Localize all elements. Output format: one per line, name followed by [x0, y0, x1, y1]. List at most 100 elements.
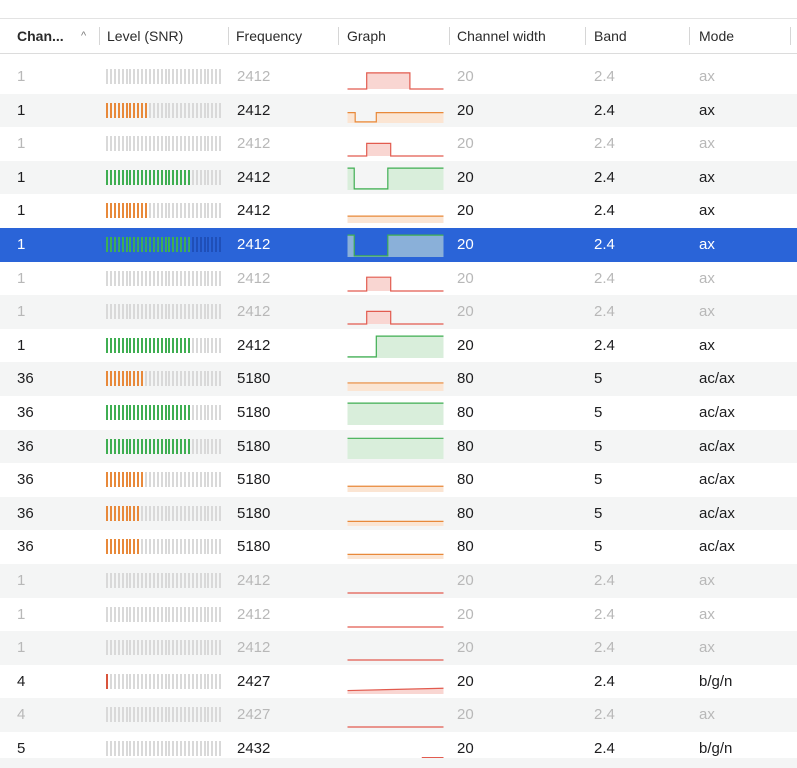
snr-bar-segment — [207, 673, 210, 689]
snr-bar-segment — [129, 405, 132, 420]
channel-cell: 1 — [17, 168, 26, 186]
snr-bar-segment — [117, 606, 120, 622]
column-header-mode[interactable]: Mode — [699, 28, 735, 44]
frequency-cell: 2412 — [237, 605, 271, 623]
column-header-band[interactable]: Band — [594, 28, 627, 44]
column-header-frequency[interactable]: Frequency — [236, 28, 303, 44]
snr-bar-segment — [207, 270, 210, 286]
signal-graph — [347, 530, 444, 564]
table-row[interactable]: 36 5180 80 5 ac/ax — [0, 396, 797, 430]
table-row[interactable]: 36 5180 80 5 ac/ax — [0, 429, 797, 464]
table-row[interactable]: 1 2412 20 2.4 ax — [0, 598, 797, 632]
column-separator[interactable] — [585, 27, 586, 45]
snr-bar-segment — [219, 337, 222, 353]
table-row[interactable]: 36 5180 80 5 ac/ax — [0, 496, 797, 531]
snr-bar-segment — [187, 304, 190, 320]
table-row[interactable]: 1 2412 20 2.4 ax — [0, 295, 797, 329]
snr-bar-segment — [133, 438, 136, 454]
frequency-cell: 5180 — [237, 471, 271, 489]
snr-bar-segment — [148, 741, 151, 756]
snr-bar-segment — [129, 136, 132, 152]
snr-bar-segment — [172, 102, 175, 118]
snr-bar-segment — [215, 438, 218, 454]
snr-bar-segment — [211, 69, 214, 84]
snr-bar-segment — [172, 438, 175, 454]
table-row[interactable]: 1 2412 20 2.4 ax — [0, 127, 797, 161]
snr-bar-segment — [160, 573, 163, 588]
snr-bar-segment — [133, 169, 136, 185]
signal-graph-line — [347, 310, 444, 325]
table-row[interactable]: 1 2412 20 2.4 ax — [0, 262, 797, 296]
column-header-graph[interactable]: Graph — [347, 28, 386, 44]
snr-bar-segment — [184, 237, 186, 252]
column-header-channel-width[interactable]: Channel width — [457, 28, 546, 44]
snr-bar-segment — [180, 539, 183, 555]
table-row[interactable]: 36 5180 80 5 ac/ax — [0, 530, 797, 564]
snr-bar-segment — [215, 304, 218, 320]
level-meter — [106, 598, 224, 632]
column-separator[interactable] — [449, 27, 450, 45]
snr-bar-segment — [211, 673, 214, 689]
snr-bar-segment — [145, 203, 147, 219]
mode-cell: ac/ax — [699, 404, 735, 421]
column-separator[interactable] — [228, 27, 229, 45]
snr-bar-segment — [219, 606, 222, 622]
table-row[interactable]: 1 2412 20 2.4 ax — [0, 194, 797, 228]
snr-bar-segment — [203, 337, 206, 353]
table-row[interactable]: 1 2412 20 2.4 ax — [0, 564, 797, 598]
column-separator[interactable] — [689, 27, 690, 45]
snr-bar-segment — [121, 505, 124, 521]
table-row[interactable]: 36 5180 80 5 ac/ax — [0, 362, 797, 396]
signal-graph-line — [347, 276, 444, 292]
snr-bar-segment — [129, 640, 132, 656]
table-row[interactable]: 1 2412 20 2.4 ax — [0, 329, 797, 363]
snr-bar-segment — [137, 203, 140, 219]
snr-bar-segment — [215, 69, 218, 84]
snr-bar-segment — [106, 69, 108, 84]
level-meter — [106, 698, 224, 732]
snr-bar-segment — [176, 707, 179, 723]
snr-bar-segment — [152, 472, 155, 488]
snr-bar-segment — [207, 203, 210, 219]
column-header-channel[interactable]: Chan... — [17, 28, 64, 44]
column-separator[interactable] — [99, 27, 100, 45]
snr-bar-segment — [199, 640, 202, 656]
band-cell: 2.4 — [594, 639, 615, 657]
table-row[interactable]: 36 5180 80 5 ac/ax — [0, 463, 797, 497]
snr-bar-segment — [106, 405, 108, 420]
table-row[interactable]: 1 2412 20 2.4 ax — [0, 93, 797, 128]
level-meter — [106, 430, 224, 464]
snr-bar-segment — [113, 371, 116, 387]
snr-bar-segment — [199, 270, 202, 286]
sort-ascending-icon[interactable]: ^ — [81, 30, 87, 42]
table-row[interactable]: 1 2412 20 2.4 ax — [0, 631, 797, 665]
snr-bar-segment — [148, 438, 151, 454]
snr-bar-segment — [137, 606, 140, 622]
snr-bar-segment — [156, 102, 159, 118]
table-row[interactable]: 1 2412 20 2.4 ax — [0, 160, 797, 195]
snr-bar-segment — [191, 438, 194, 454]
column-separator[interactable] — [338, 27, 339, 45]
snr-bar-segment — [109, 304, 112, 320]
snr-bar-segment — [172, 136, 175, 152]
snr-bar-segment — [160, 405, 163, 420]
table-row[interactable]: 1 2412 20 2.4 ax — [0, 60, 797, 94]
snr-bar-segment — [141, 102, 144, 118]
signal-graph — [347, 60, 444, 94]
table-row[interactable]: 4 2427 20 2.4 b/g/n — [0, 665, 797, 699]
snr-bar-segment — [121, 169, 124, 185]
snr-bar-segment — [187, 169, 190, 185]
snr-bar-segment — [195, 69, 198, 84]
table-row[interactable]: 1 2412 20 2.4 ax — [0, 228, 797, 262]
frequency-cell: 2412 — [237, 336, 271, 354]
snr-bar-segment — [176, 337, 179, 353]
snr-bar-segment — [164, 673, 167, 689]
snr-bar-segment — [125, 573, 128, 588]
table-row[interactable]: 4 2427 20 2.4 ax — [0, 698, 797, 732]
column-header-level[interactable]: Level (SNR) — [107, 28, 184, 44]
band-cell: 5 — [594, 538, 603, 556]
snr-bar-segment — [195, 606, 198, 622]
column-separator[interactable] — [790, 27, 791, 45]
channel-cell: 1 — [17, 68, 26, 85]
signal-graph-line — [347, 687, 444, 691]
